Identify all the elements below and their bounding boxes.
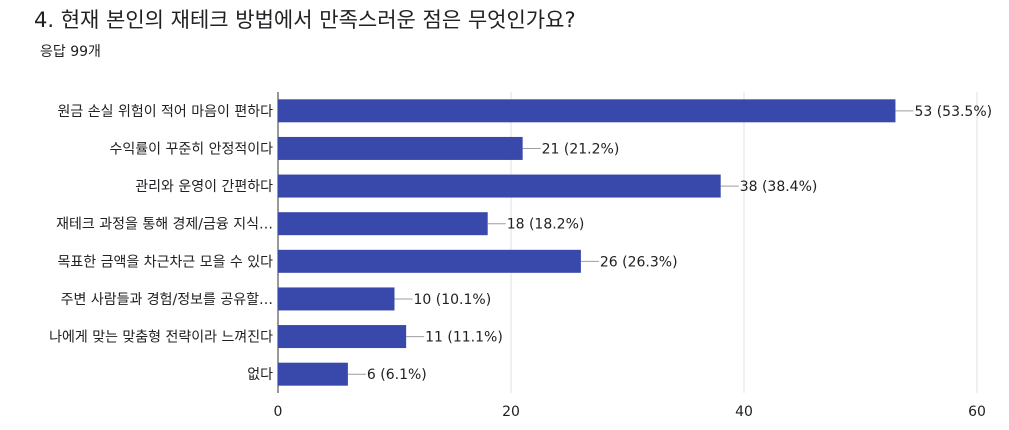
x-tick-label: 20	[502, 404, 520, 420]
category-label: 관리와 운영이 간편하다	[135, 179, 273, 195]
bar	[278, 325, 407, 349]
category-label: 나에게 맞는 맞춤형 전략이라 느껴진다	[49, 330, 273, 346]
value-label: 26 (26.3%)	[600, 254, 678, 270]
category-label: 주변 사람들과 경험/정보를 공유할…	[61, 292, 273, 308]
value-label: 10 (10.1%)	[414, 292, 492, 308]
value-label: 6 (6.1%)	[367, 367, 427, 383]
bar	[278, 287, 395, 311]
category-label: 원금 손실 위험이 적어 마음이 편하다	[58, 104, 274, 120]
value-label: 53 (53.5%)	[914, 104, 992, 120]
x-tick-label: 0	[274, 404, 283, 420]
bar	[278, 136, 523, 160]
value-label: 11 (11.1%)	[425, 330, 503, 346]
value-label: 18 (18.2%)	[507, 217, 585, 233]
x-tick-label: 40	[735, 404, 753, 420]
x-tick-label: 60	[968, 404, 986, 420]
bar	[278, 249, 581, 273]
tick-layer: 0 20 40 60	[274, 404, 986, 420]
response-count: 응답 99개	[40, 44, 101, 60]
value-label: 38 (38.4%)	[740, 179, 818, 195]
bar	[278, 174, 721, 198]
category-label: 수익률이 꾸준히 안정적이다	[110, 141, 274, 157]
bar	[278, 212, 488, 236]
label-layer: 53 (53.5%) 원금 손실 위험이 적어 마음이 편하다 21 (21.2%)…	[49, 104, 992, 383]
category-label: 재테크 과정을 통해 경제/금융 지식…	[56, 217, 273, 233]
category-label: 없다	[247, 367, 273, 383]
bar	[278, 362, 348, 386]
bar-layer	[278, 99, 896, 386]
bar	[278, 99, 896, 123]
question-title: 4. 현재 본인의 재테크 방법에서 만족스러운 점은 무엇인가요?	[34, 8, 576, 32]
value-label: 21 (21.2%)	[542, 141, 620, 157]
category-label: 목표한 금액을 차근차근 모을 수 있다	[58, 254, 274, 270]
